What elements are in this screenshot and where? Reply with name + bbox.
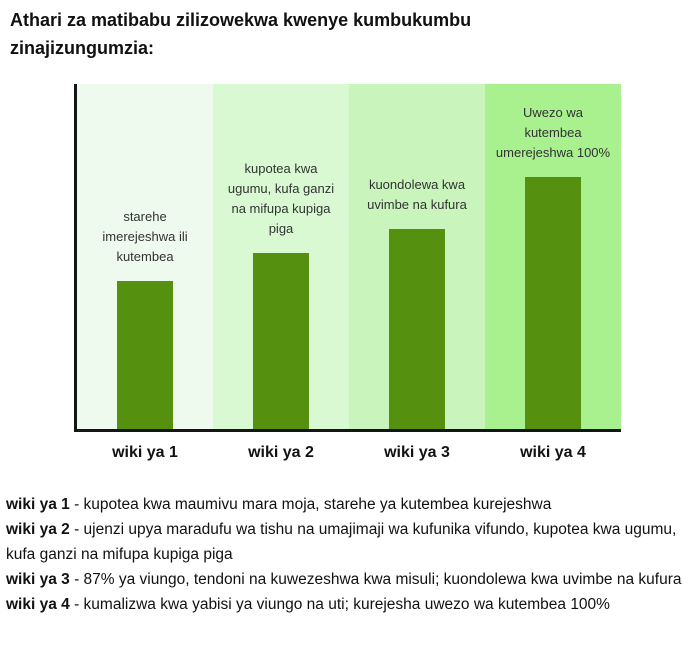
- description-week4: wiki ya 4 - kumalizwa kwa yabisi ya viun…: [6, 592, 688, 617]
- x-axis-label-week1: wiki ya 1: [112, 444, 178, 461]
- description-week3: wiki ya 3 - 87% ya viungo, tendoni na ku…: [6, 567, 688, 592]
- description-week3-text: - 87% ya viungo, tendoni na kuwezeshwa k…: [69, 571, 682, 588]
- description-week2: wiki ya 2 - ujenzi upya maradufu wa tish…: [6, 517, 688, 567]
- description-week3-label: wiki ya 3: [6, 571, 70, 588]
- bar-chart: starehe imerejeshwa ili kutembea kupotea…: [74, 84, 621, 462]
- description-week2-label: wiki ya 2: [6, 521, 70, 538]
- bar-week4: [525, 177, 581, 429]
- bar-week2: [253, 253, 309, 429]
- chart-band-week1: starehe imerejeshwa ili kutembea: [77, 84, 213, 429]
- x-axis-labels: wiki ya 1 wiki ya 2 wiki ya 3 wiki ya 4: [77, 444, 621, 462]
- bar-week3: [389, 228, 445, 429]
- description-week1: wiki ya 1 - kupotea kwa maumivu mara moj…: [6, 492, 688, 517]
- description-week2-text: - ujenzi upya maradufu wa tishu na umaji…: [6, 521, 677, 563]
- x-axis-label-week3: wiki ya 3: [384, 444, 450, 461]
- bar-label-week2: kupotea kwa ugumu, kufa ganzi na mifupa …: [227, 161, 335, 237]
- chart-band-week4: Uwezo wa kutembea umerejeshwa 100%: [485, 84, 621, 429]
- description-week4-text: - kumalizwa kwa yabisi ya viungo na uti;…: [69, 596, 610, 613]
- description-week4-label: wiki ya 4: [6, 596, 70, 613]
- bar-label-week1: starehe imerejeshwa ili kutembea: [102, 208, 188, 264]
- page-title: Athari za matibabu zilizowekwa kwenye ku…: [10, 10, 472, 58]
- bar-label-week4: Uwezo wa kutembea umerejeshwa 100%: [495, 105, 611, 161]
- bar-week1: [117, 280, 173, 429]
- chart-band-week2: kupotea kwa ugumu, kufa ganzi na mifupa …: [213, 84, 349, 429]
- chart-band-week3: kuondolewa kwa uvimbe na kufura: [349, 84, 485, 429]
- description-week1-text: - kupotea kwa maumivu mara moja, starehe…: [69, 496, 552, 513]
- description-week1-label: wiki ya 1: [6, 496, 70, 513]
- bar-label-week3: kuondolewa kwa uvimbe na kufura: [367, 176, 467, 212]
- x-axis-label-week2: wiki ya 2: [248, 444, 314, 461]
- plot-area: starehe imerejeshwa ili kutembea kupotea…: [74, 84, 621, 432]
- week-descriptions: wiki ya 1 - kupotea kwa maumivu mara moj…: [6, 492, 688, 617]
- x-axis-label-week4: wiki ya 4: [520, 444, 586, 461]
